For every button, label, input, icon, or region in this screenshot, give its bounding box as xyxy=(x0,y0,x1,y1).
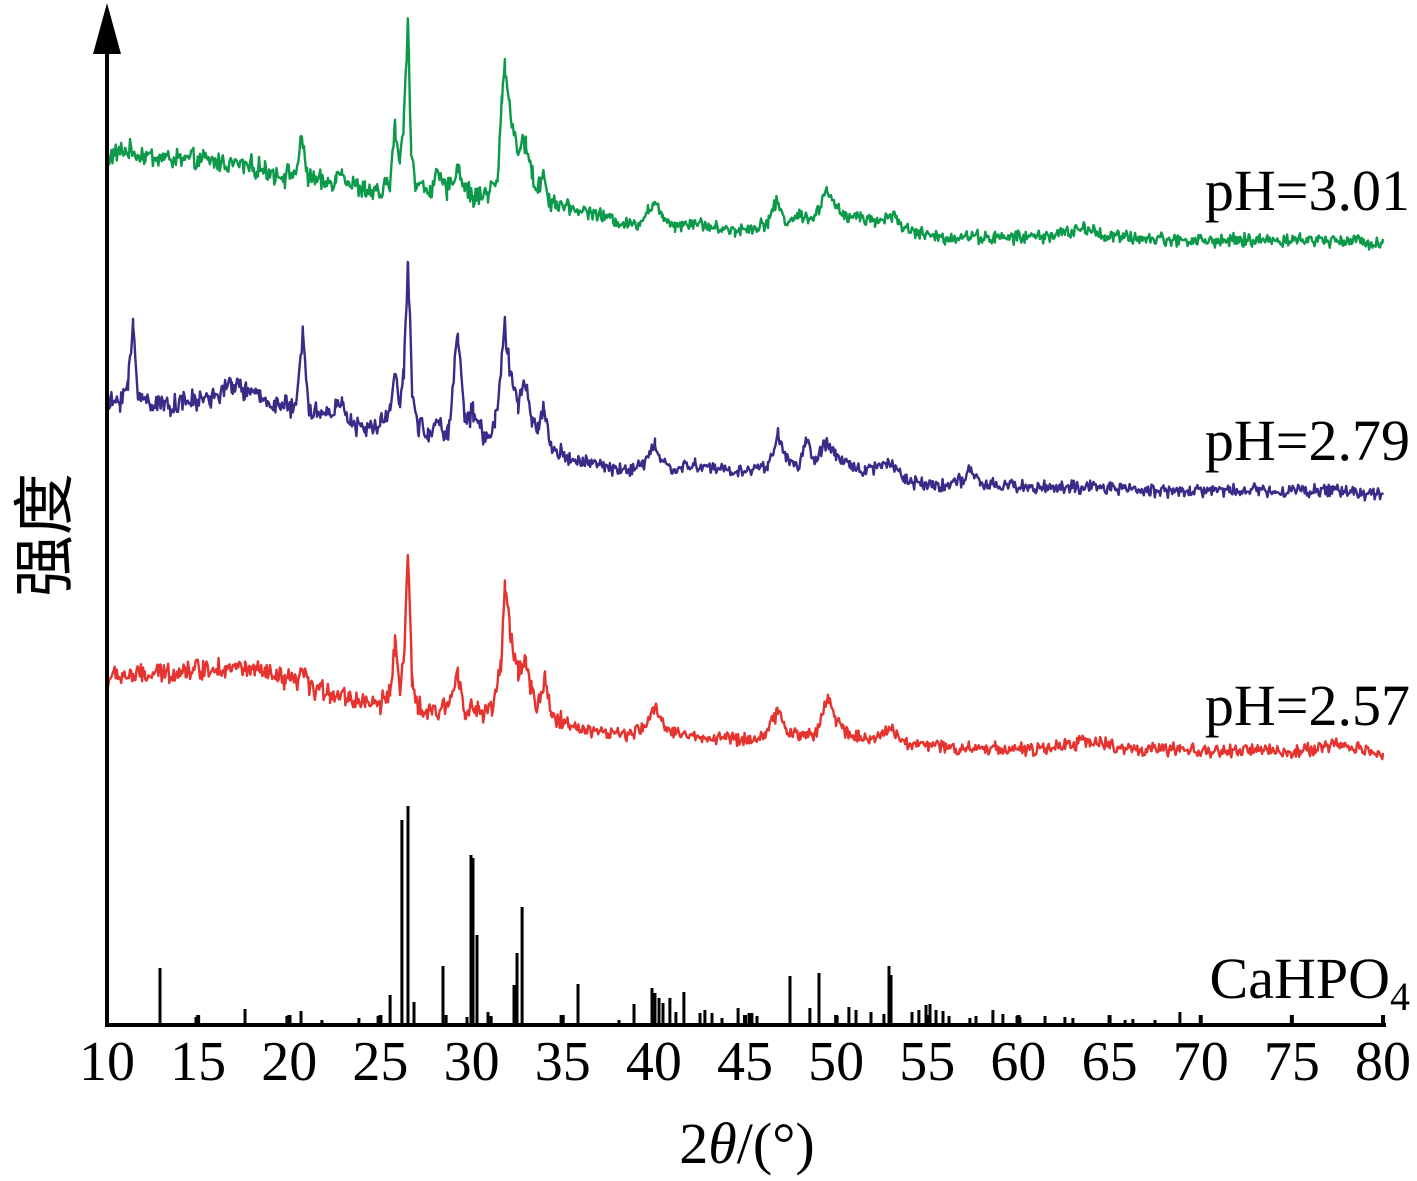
series-line-ph-2-57 xyxy=(105,553,1385,761)
series-label-cahpo4: CaHPO4 xyxy=(1210,946,1410,1019)
series-line-ph-2-79 xyxy=(105,260,1385,502)
series-label-ph-2-57: pH=2.57 xyxy=(1205,673,1410,738)
x-ticks: 10 15 20 25 30 35 40 45 50 55 60 65 70 75 80 xyxy=(79,1015,1411,1093)
x-tick-label: 35 xyxy=(535,1031,591,1093)
series-ph-2-79 xyxy=(105,260,1385,502)
x-tick-label: 80 xyxy=(1355,1031,1411,1093)
plot-area xyxy=(105,17,1385,1025)
x-tick-label: 45 xyxy=(717,1031,773,1093)
x-tick-label: 30 xyxy=(444,1031,500,1093)
series-cahpo4 xyxy=(158,806,1182,1025)
y-axis-title: 强度 xyxy=(12,473,80,597)
x-tick-label: 10 xyxy=(79,1031,135,1093)
y-axis-arrow xyxy=(93,3,121,54)
x-tick-label: 25 xyxy=(352,1031,408,1093)
series-line-ph-3-01 xyxy=(105,17,1385,251)
x-tick-label: 15 xyxy=(170,1031,226,1093)
x-tick-label: 60 xyxy=(990,1031,1046,1093)
x-tick-label: 55 xyxy=(899,1031,955,1093)
x-axis-title: 2θ/(°) xyxy=(679,1111,814,1176)
axes xyxy=(93,3,1386,1027)
x-tick-label: 75 xyxy=(1264,1031,1320,1093)
x-tick-label: 65 xyxy=(1082,1031,1138,1093)
series-label-ph-3-01: pH=3.01 xyxy=(1205,158,1410,223)
x-tick-label: 50 xyxy=(808,1031,864,1093)
x-tick-label: 70 xyxy=(1173,1031,1229,1093)
x-tick-label: 40 xyxy=(626,1031,682,1093)
x-tick-label: 20 xyxy=(261,1031,317,1093)
series-ph-3-01 xyxy=(105,17,1385,251)
series-label-ph-2-79: pH=2.79 xyxy=(1205,408,1410,473)
series-ph-2-57 xyxy=(105,553,1385,761)
